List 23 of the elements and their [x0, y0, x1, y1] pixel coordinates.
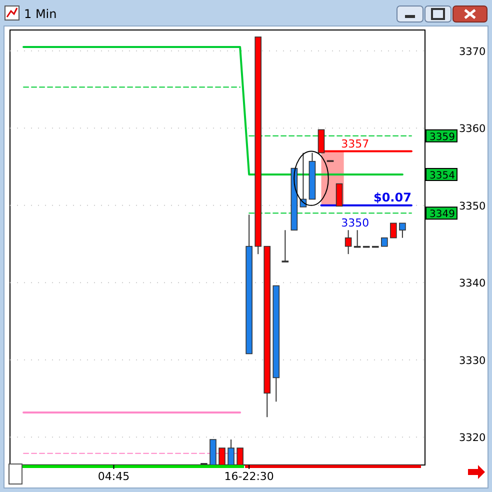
candlestick — [390, 222, 397, 238]
y-tick-label: 3360 — [459, 123, 486, 136]
candlestick — [236, 448, 244, 466]
annotation: 3357 — [341, 137, 370, 150]
annotation: 3350 — [341, 216, 370, 230]
candlestick — [218, 448, 226, 466]
y-tick-label: 3330 — [459, 354, 486, 367]
candlestick — [344, 230, 352, 255]
candlestick — [228, 439, 234, 466]
x-tick-label: 16-22:30 — [224, 470, 274, 483]
text: 3359 — [430, 132, 455, 143]
x-tick-label: 04:45 — [98, 470, 130, 483]
chart-title: 1 Min — [24, 7, 57, 21]
y-tick-label: 3350 — [459, 200, 486, 212]
y-tick-label: 3320 — [459, 432, 486, 444]
y-tick-label: 3370 — [459, 46, 486, 58]
candlestick — [282, 230, 289, 262]
y-tick-label: 3340 — [459, 278, 486, 290]
text: 3354 — [430, 170, 455, 182]
annotation: $0.07 — [374, 190, 412, 204]
text: 3349 — [430, 209, 455, 220]
candlestick — [336, 183, 343, 207]
candlestick — [399, 222, 406, 238]
